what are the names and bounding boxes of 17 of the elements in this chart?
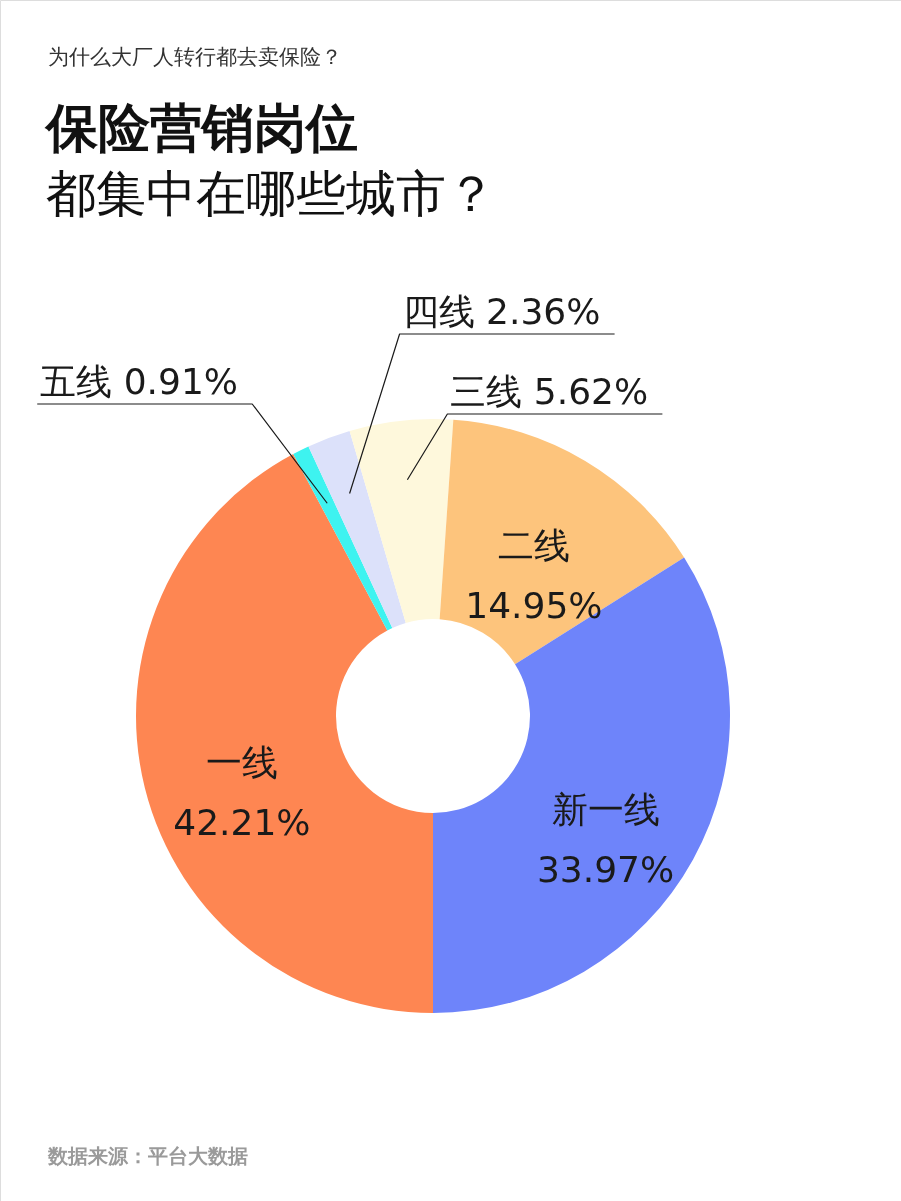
donut-slice bbox=[349, 419, 454, 623]
slice-label: 三线 5.62% bbox=[450, 371, 649, 412]
donut-slice bbox=[439, 419, 685, 665]
slice-label: 四线 2.36% bbox=[402, 291, 601, 332]
donut-slice bbox=[136, 453, 433, 1013]
data-label: 14.95% bbox=[465, 584, 603, 626]
chart-title: 保险营销岗位都集中在哪些城市？ bbox=[44, 98, 496, 223]
slice-label: 新一线 bbox=[551, 789, 660, 831]
slice-label: 二线 bbox=[497, 524, 570, 566]
source-note: 数据来源：平台大数据 bbox=[47, 1144, 248, 1168]
donut-slice bbox=[293, 446, 393, 631]
slice-label: 一线 bbox=[205, 741, 278, 783]
slice-label: 五线 0.91% bbox=[40, 361, 239, 402]
data-label: 33.97% bbox=[536, 849, 675, 891]
donut-slice bbox=[308, 430, 406, 628]
data-label: 42.21% bbox=[173, 801, 311, 843]
chart-subtitle: 为什么大厂人转行都去卖保险？ bbox=[48, 45, 342, 69]
